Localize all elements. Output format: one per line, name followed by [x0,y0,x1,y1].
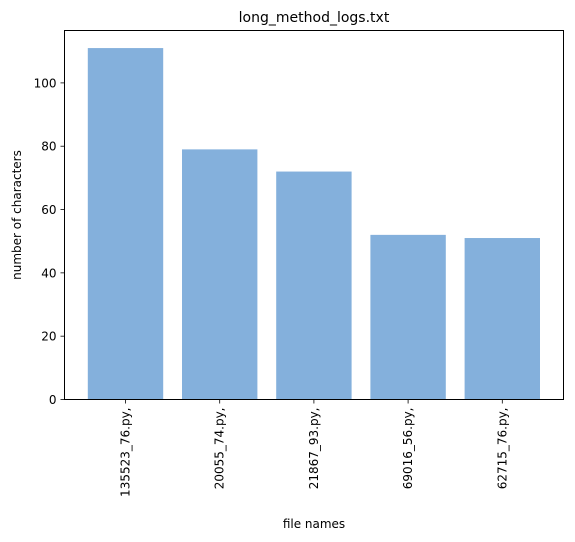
bars-group [88,48,540,399]
x-axis-ticks: 135523_76.py, 20055_74.py, 21867_93.py, 690… [119,400,510,497]
bar-2 [276,172,351,400]
y-tick-label-2: 40 [41,266,56,280]
bar-3 [370,235,445,400]
x-axis-label: file names [283,517,345,531]
y-tick-label-1: 20 [41,330,56,344]
y-axis-ticks: 0 20 40 60 80 100 [34,76,65,407]
x-tick-label-0: 135523_76.py, [119,408,133,497]
y-tick-label-3: 60 [41,203,56,217]
bar-4 [465,238,540,399]
x-tick-label-1: 20055_74.py, [213,408,227,490]
bar-0 [88,48,163,399]
y-tick-label-0: 0 [49,393,57,407]
bar-1 [182,149,257,399]
y-tick-label-4: 80 [41,140,56,154]
chart-title: long_method_logs.txt [239,10,390,26]
x-tick-label-3: 69016_56.py, [401,408,415,490]
y-axis-label: number of characters [10,150,24,280]
y-tick-label-5: 100 [34,76,57,90]
x-tick-label-4: 62715_76.py, [495,408,509,490]
x-tick-label-2: 21867_93.py, [307,408,321,490]
